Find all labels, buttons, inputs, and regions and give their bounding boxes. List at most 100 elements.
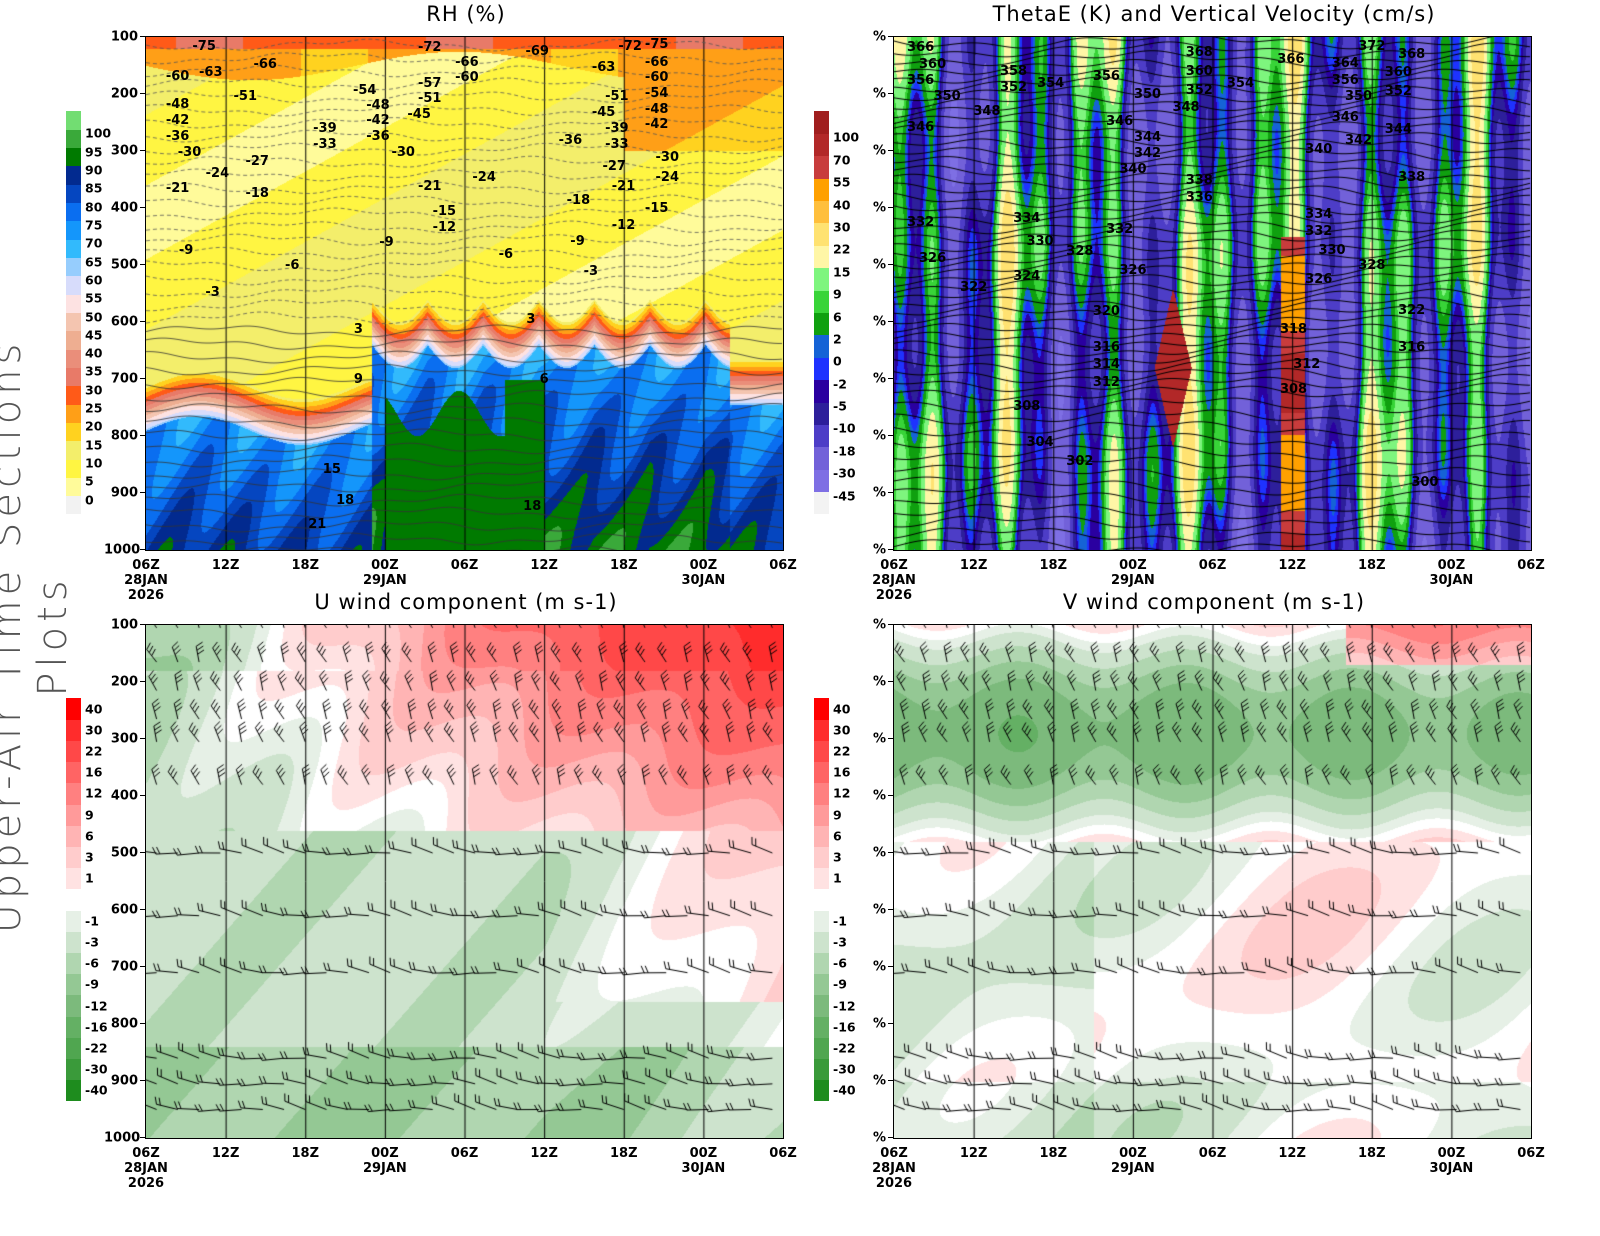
y-tick-label: % bbox=[872, 200, 886, 216]
contour-label: 318 bbox=[1279, 322, 1308, 338]
colorbar-label: 15 bbox=[85, 437, 103, 453]
contour-label: 330 bbox=[1026, 233, 1054, 249]
colorbar-label: 10 bbox=[85, 455, 103, 471]
contour-label: 18 bbox=[336, 493, 355, 509]
y-tick-mark bbox=[140, 909, 145, 910]
colorbar-swatch bbox=[66, 220, 81, 240]
contour-label: -21 bbox=[417, 179, 442, 195]
colorbar-swatch bbox=[66, 202, 81, 222]
contour-label: 336 bbox=[1185, 189, 1213, 205]
contour-label: 308 bbox=[1013, 399, 1041, 415]
y-tick-label: 1000 bbox=[104, 1130, 141, 1146]
colorbar-swatch bbox=[814, 846, 829, 869]
contour-label: -9 bbox=[570, 234, 585, 250]
contour-label: -75 bbox=[192, 38, 216, 54]
y-tick-mark bbox=[888, 852, 893, 853]
y-tick-mark bbox=[140, 1137, 145, 1138]
y-tick-mark bbox=[888, 207, 893, 208]
colorbar-label: 22 bbox=[833, 241, 851, 257]
y-tick-label: % bbox=[872, 731, 886, 747]
y-tick-mark bbox=[140, 549, 145, 550]
contour-label: -51 bbox=[233, 89, 258, 105]
colorbar-label: -30 bbox=[833, 1061, 856, 1077]
contour-label: -42 bbox=[644, 117, 669, 133]
contour-label: 342 bbox=[1133, 146, 1162, 162]
colorbar-label: 22 bbox=[833, 743, 851, 759]
y-tick-label: 100 bbox=[110, 617, 138, 633]
contour-label: -60 bbox=[455, 70, 479, 86]
colorbar-swatch bbox=[814, 719, 829, 741]
y-tick-mark bbox=[888, 1080, 893, 1081]
x-date-label: 2026 bbox=[875, 1176, 913, 1191]
contour-label: 352 bbox=[999, 80, 1028, 96]
y-tick-label: % bbox=[872, 1016, 886, 1032]
x-tick-label: 12Z bbox=[211, 558, 240, 573]
contour-label: 368 bbox=[1185, 45, 1213, 61]
colorbar-swatch bbox=[66, 698, 81, 720]
colorbar-label: 35 bbox=[85, 363, 103, 379]
colorbar-label: -30 bbox=[833, 465, 856, 481]
contour-label: -54 bbox=[352, 82, 377, 98]
y-tick-label: 900 bbox=[110, 1073, 138, 1089]
contour-label: 346 bbox=[907, 119, 935, 135]
colorbar-label: 16 bbox=[833, 764, 851, 780]
contour-label: -60 bbox=[644, 70, 669, 86]
rh-field bbox=[146, 37, 783, 550]
contour-label: 364 bbox=[1331, 55, 1359, 71]
contour-label: 342 bbox=[1344, 133, 1373, 149]
x-date-label: 30JAN bbox=[1429, 573, 1474, 588]
x-date-label: 29JAN bbox=[362, 573, 407, 588]
colorbar-swatch bbox=[66, 385, 81, 405]
contour-label: 3 bbox=[353, 322, 363, 338]
colorbar-label: 3 bbox=[85, 849, 94, 865]
u-wind-field bbox=[146, 625, 783, 1138]
x-tick-label: 00Z 30JAN bbox=[673, 558, 733, 588]
colorbar-label: -16 bbox=[85, 1019, 108, 1035]
y-tick-mark bbox=[140, 36, 145, 37]
colorbar-swatch bbox=[66, 952, 81, 975]
x-tick-label: 06Z bbox=[450, 558, 479, 573]
v-wind-title: V wind component (m s-1) bbox=[1062, 590, 1366, 614]
y-tick-label: 700 bbox=[110, 371, 138, 387]
y-tick-label: % bbox=[872, 1073, 886, 1089]
contour-label: 328 bbox=[1066, 244, 1094, 260]
colorbar-label: 16 bbox=[85, 764, 103, 780]
colorbar-swatch bbox=[66, 782, 81, 805]
colorbar-label: 30 bbox=[85, 722, 103, 738]
contour-label: 300 bbox=[1411, 475, 1439, 491]
x-tick-label: 06Z bbox=[1517, 558, 1545, 573]
colorbar-swatch bbox=[66, 312, 81, 332]
contour-label: -30 bbox=[177, 145, 202, 161]
colorbar-label: 100 bbox=[85, 125, 112, 141]
colorbar-label: 12 bbox=[85, 785, 103, 801]
contour-label: -21 bbox=[611, 179, 636, 195]
colorbar-swatch bbox=[814, 782, 829, 805]
colorbar-swatch bbox=[66, 477, 81, 497]
contour-label: -42 bbox=[165, 113, 190, 129]
y-tick-label: % bbox=[872, 674, 886, 690]
colorbar-label: 30 bbox=[833, 722, 851, 738]
contour-label: -12 bbox=[611, 217, 636, 233]
contour-label: -3 bbox=[583, 264, 599, 280]
colorbar-label: -16 bbox=[833, 1019, 856, 1035]
colorbar-label: -6 bbox=[833, 955, 847, 971]
colorbar-label: -1 bbox=[833, 913, 847, 929]
colorbar-swatch bbox=[66, 459, 81, 478]
colorbar-swatch bbox=[814, 888, 829, 911]
contour-label: -30 bbox=[391, 145, 415, 161]
x-tick-label: 00Z 30JAN bbox=[673, 1146, 733, 1176]
colorbar-label: -40 bbox=[833, 1082, 856, 1098]
contour-label: -72 bbox=[618, 38, 642, 54]
colorbar-swatch bbox=[814, 245, 829, 269]
colorbar-label: -22 bbox=[85, 1040, 108, 1056]
u-wind-colorbar: -40 -30 -22 -16 -12 -9 -6 -3 -1 1 3 6 9 12 16 22 30 40 bbox=[66, 698, 108, 1102]
contour-label: 366 bbox=[907, 39, 935, 55]
contour-label: -3 bbox=[205, 285, 220, 301]
y-tick-mark bbox=[888, 264, 893, 265]
x-tick-label: 12Z bbox=[959, 558, 988, 573]
y-tick-label: 200 bbox=[110, 674, 138, 690]
contour-label: -72 bbox=[417, 39, 442, 55]
colorbar-swatch bbox=[814, 200, 829, 224]
x-date-label: 30JAN bbox=[1429, 1161, 1474, 1176]
colorbar-label: 30 bbox=[85, 382, 103, 398]
